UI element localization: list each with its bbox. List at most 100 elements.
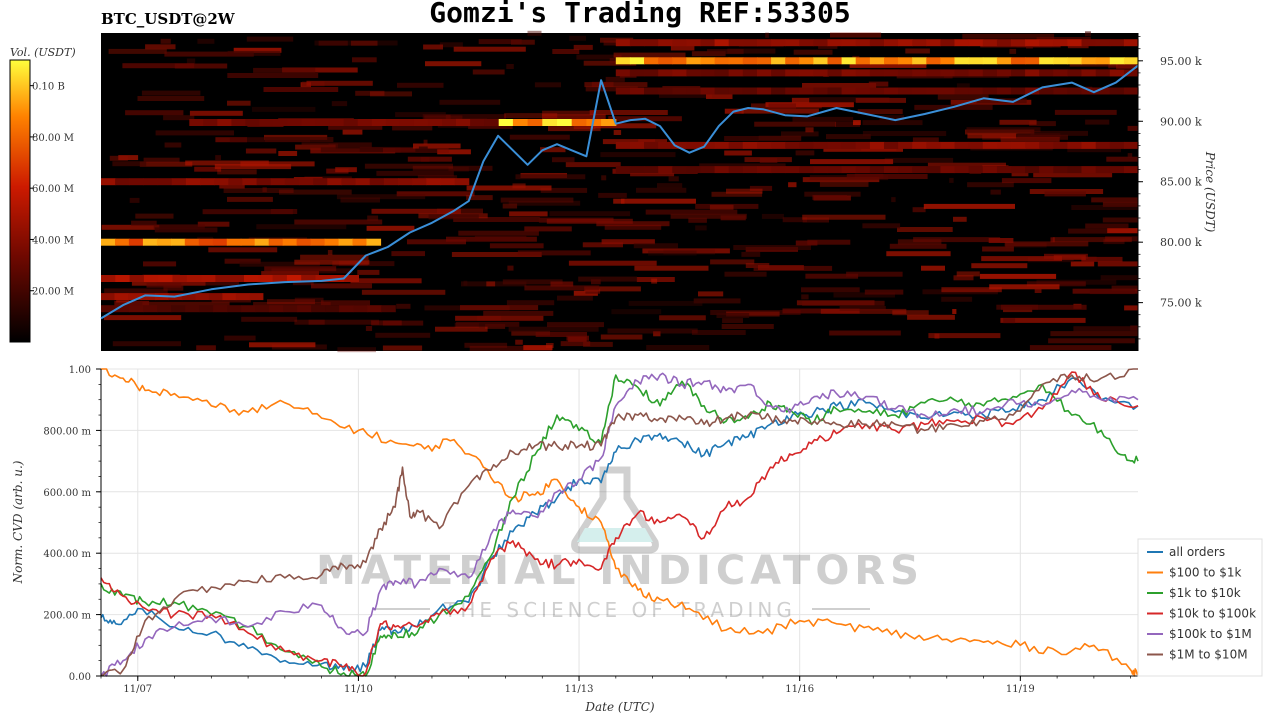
liquidity-band-segment bbox=[185, 178, 201, 186]
heatmap-cell bbox=[392, 125, 433, 131]
liquidity-band-segment bbox=[1025, 141, 1040, 149]
liquidity-band-segment bbox=[272, 275, 288, 282]
heatmap-cell bbox=[600, 334, 643, 340]
liquidity-band-segment bbox=[813, 69, 829, 77]
liquidity-band-segment bbox=[771, 57, 786, 65]
heatmap-cell bbox=[153, 224, 205, 230]
heatmap-cell bbox=[1091, 197, 1138, 203]
heatmap-cell bbox=[1026, 281, 1086, 287]
heatmap-cell bbox=[375, 332, 431, 338]
heatmap-cell bbox=[396, 191, 475, 197]
heatmap-cell bbox=[189, 110, 243, 116]
liquidity-band-segment bbox=[129, 178, 144, 186]
heatmap-cell bbox=[802, 300, 885, 306]
liquidity-band-segment bbox=[644, 87, 659, 95]
liquidity-band-segment bbox=[1081, 39, 1097, 47]
legend-entry: $10k to $100k bbox=[1169, 607, 1256, 621]
liquidity-band-segment bbox=[542, 119, 558, 126]
liquidity-band-segment bbox=[129, 305, 144, 313]
heatmap-cell bbox=[194, 166, 222, 172]
heatmap-cell bbox=[907, 314, 955, 320]
liquidity-band-segment bbox=[954, 141, 970, 149]
liquidity-band-segment bbox=[172, 275, 188, 282]
liquidity-band-segment bbox=[1011, 141, 1026, 149]
liquidity-band-segment bbox=[115, 305, 130, 313]
liquidity-band-segment bbox=[912, 39, 927, 47]
liquidity-band-segment bbox=[199, 305, 214, 313]
heatmap-cell bbox=[1097, 261, 1138, 267]
heatmap-cell bbox=[634, 265, 709, 271]
liquidity-band-segment bbox=[996, 69, 1012, 77]
liquidity-band-segment bbox=[369, 178, 385, 186]
heatmap-cell bbox=[846, 174, 928, 179]
heatmap-cell bbox=[371, 320, 402, 326]
liquidity-band-segment bbox=[170, 238, 186, 246]
colorbar-tick-label: 60.00 M bbox=[32, 184, 74, 195]
heatmap-cell bbox=[791, 97, 810, 103]
heatmap-cell bbox=[509, 211, 548, 217]
liquidity-band-segment bbox=[700, 39, 716, 47]
liquidity-band-segment bbox=[1081, 57, 1097, 65]
heatmap-cell bbox=[1073, 326, 1138, 332]
liquidity-band-segment bbox=[1067, 39, 1083, 47]
liquidity-band-segment bbox=[1109, 166, 1125, 174]
liquidity-band-segment bbox=[813, 57, 829, 65]
heatmap-cell bbox=[557, 295, 593, 301]
heatmap-cell bbox=[143, 261, 177, 267]
heatmap-cell bbox=[864, 289, 904, 295]
liquidity-band-segment bbox=[785, 39, 800, 47]
heatmap-cell bbox=[227, 50, 281, 56]
heatmap-cell bbox=[1034, 288, 1042, 293]
heatmap-cell bbox=[833, 292, 895, 298]
liquidity-band-segment bbox=[1025, 39, 1040, 47]
liquidity-band-segment bbox=[926, 69, 941, 77]
heatmap-cell bbox=[576, 54, 622, 60]
liquidity-band-segment bbox=[142, 238, 158, 246]
liquidity-band-segment bbox=[1053, 57, 1068, 65]
cvd-tick-label: 400.00 m bbox=[43, 549, 91, 560]
liquidity-band-segment bbox=[185, 305, 200, 313]
heatmap-cell bbox=[483, 310, 554, 316]
heatmap-cell bbox=[352, 57, 377, 63]
liquidity-band-segment bbox=[1053, 69, 1068, 77]
liquidity-band-segment bbox=[799, 166, 814, 174]
price-axis-label: Price (USDT) bbox=[1203, 151, 1217, 233]
liquidity-band-segment bbox=[241, 305, 256, 313]
heatmap-cell bbox=[464, 342, 508, 348]
liquidity-band-segment bbox=[283, 305, 298, 313]
liquidity-band-segment bbox=[128, 293, 143, 301]
liquidity-band-segment bbox=[982, 57, 998, 65]
liquidity-band-segment bbox=[855, 57, 871, 65]
series-line-4 bbox=[100, 372, 1139, 677]
heatmap-cell bbox=[141, 90, 201, 96]
liquidity-band-segment bbox=[171, 178, 187, 186]
heatmap-cell bbox=[846, 271, 903, 277]
heatmap-cell bbox=[131, 220, 157, 226]
date-tick-label: 11/16 bbox=[785, 684, 814, 695]
heatmap-cell bbox=[589, 110, 668, 115]
liquidity-band-segment bbox=[728, 57, 744, 65]
liquidity-band-segment bbox=[259, 119, 275, 126]
heatmap-cell bbox=[1085, 119, 1110, 125]
heatmap-cell bbox=[439, 42, 463, 48]
heatmap-cell bbox=[584, 82, 648, 88]
heatmap-cell bbox=[407, 156, 452, 162]
liquidity-band-segment bbox=[615, 39, 631, 47]
heatmap-cell bbox=[711, 191, 763, 197]
liquidity-band-segment bbox=[240, 238, 256, 246]
heatmap-cell bbox=[546, 218, 633, 224]
series-line-3 bbox=[100, 371, 1139, 677]
liquidity-band-segment bbox=[586, 119, 602, 126]
watermark: MATERIAL INDICATORS THE SCIENCE OF TRADIN… bbox=[316, 466, 919, 622]
heatmap-cell bbox=[1052, 237, 1132, 243]
liquidity-band-segment bbox=[672, 39, 687, 47]
liquidity-band-segment bbox=[757, 57, 772, 65]
heatmap-cell bbox=[585, 86, 638, 92]
liquidity-band-segment bbox=[954, 87, 970, 95]
liquidity-band-segment bbox=[1053, 141, 1068, 149]
heatmap-cell bbox=[448, 166, 469, 172]
liquidity-band-segment bbox=[1025, 57, 1040, 65]
heatmap-cell bbox=[1029, 121, 1056, 127]
liquidity-band-segment bbox=[728, 87, 744, 95]
liquidity-band-segment bbox=[212, 238, 228, 246]
